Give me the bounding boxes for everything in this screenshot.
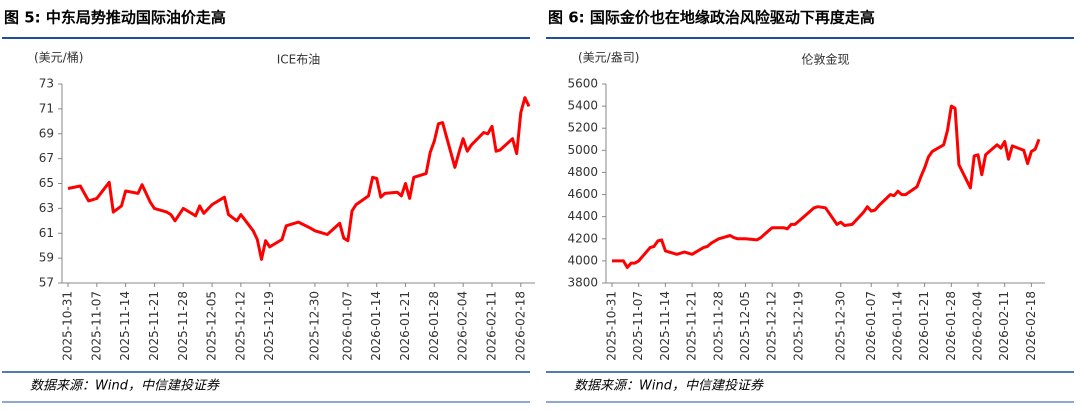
x-tick-label: 2025-12-19 [262,291,276,361]
x-tick-label: 2025-10-31 [605,291,619,361]
x-tick-label: 2026-02-11 [997,291,1011,361]
x-tick-label: 2026-02-18 [1024,291,1038,361]
y-tick-label: 4400 [567,209,598,223]
y-tick-label: 59 [39,251,54,265]
x-tick-label: 2026-02-18 [513,291,527,361]
x-tick-label: 2025-11-07 [89,291,103,361]
x-tick-label: 2026-01-07 [340,291,354,361]
x-tick-label: 2025-11-21 [147,291,161,361]
y-tick-label: 5600 [567,77,598,91]
y-tick-label: 65 [39,176,54,190]
x-tick-label: 2026-01-21 [398,291,412,361]
y-tick-label: 71 [39,101,54,115]
series-line [67,96,531,261]
y-tick-label: 57 [39,276,54,290]
source-note: 数据来源：Wind，中信建投证券 [574,379,764,394]
x-tick-label: 2025-12-12 [765,291,779,361]
x-tick-label: 2025-11-28 [711,291,725,361]
y-tick-label: 73 [39,77,54,91]
y-tick-label: 67 [39,151,54,165]
x-tick-label: 2025-12-30 [833,291,847,361]
source-note: 数据来源：Wind，中信建投证券 [30,379,220,394]
y-tick-label: 5000 [567,143,598,157]
series-label: 伦敦金现 [801,52,849,67]
y-tick-label: 5400 [567,99,598,113]
x-tick-label: 2026-01-28 [944,291,958,361]
x-tick-label: 2026-02-04 [971,291,985,361]
x-tick-label: 2025-12-05 [205,291,219,361]
x-tick-label: 2026-02-11 [484,291,498,361]
y-tick-label: 61 [39,226,54,240]
x-tick-label: 2025-11-28 [176,291,190,361]
x-tick-label: 2026-01-07 [864,291,878,361]
chart-title: 图 5: 中东局势推动国际油价走高 [4,9,226,27]
y-tick-label: 4000 [567,253,598,267]
chart-title: 图 6: 国际金价也在地缘政治风险驱动下再度走高 [548,9,875,27]
x-tick-label: 2026-01-28 [427,291,441,361]
x-tick-label: 2026-01-14 [890,291,904,361]
y-axis-label: (美元/桶) [34,50,83,65]
x-tick-label: 2026-02-04 [456,291,470,361]
y-tick-label: 69 [39,126,54,140]
y-tick-label: 5200 [567,121,598,135]
series-label: ICE布油 [277,53,321,67]
x-tick-label: 2025-11-14 [118,291,132,361]
x-tick-label: 2025-11-14 [658,291,672,361]
x-tick-label: 2025-12-19 [791,291,805,361]
x-tick-label: 2026-01-14 [369,291,383,361]
x-tick-label: 2026-01-21 [917,291,931,361]
y-tick-label: 4800 [567,165,598,179]
y-tick-label: 63 [39,201,54,215]
x-tick-label: 2025-10-31 [61,291,75,361]
y-axis-label: (美元/盎司) [578,51,639,65]
x-tick-label: 2025-12-05 [738,291,752,361]
y-tick-label: 3800 [567,276,598,290]
x-tick-label: 2025-12-12 [233,291,247,361]
x-tick-label: 2025-12-30 [307,291,321,361]
y-tick-label: 4200 [567,231,598,245]
x-tick-label: 2025-11-21 [685,291,699,361]
y-tick-label: 4600 [567,187,598,201]
series-line [612,104,1041,269]
x-tick-label: 2025-11-07 [631,291,645,361]
